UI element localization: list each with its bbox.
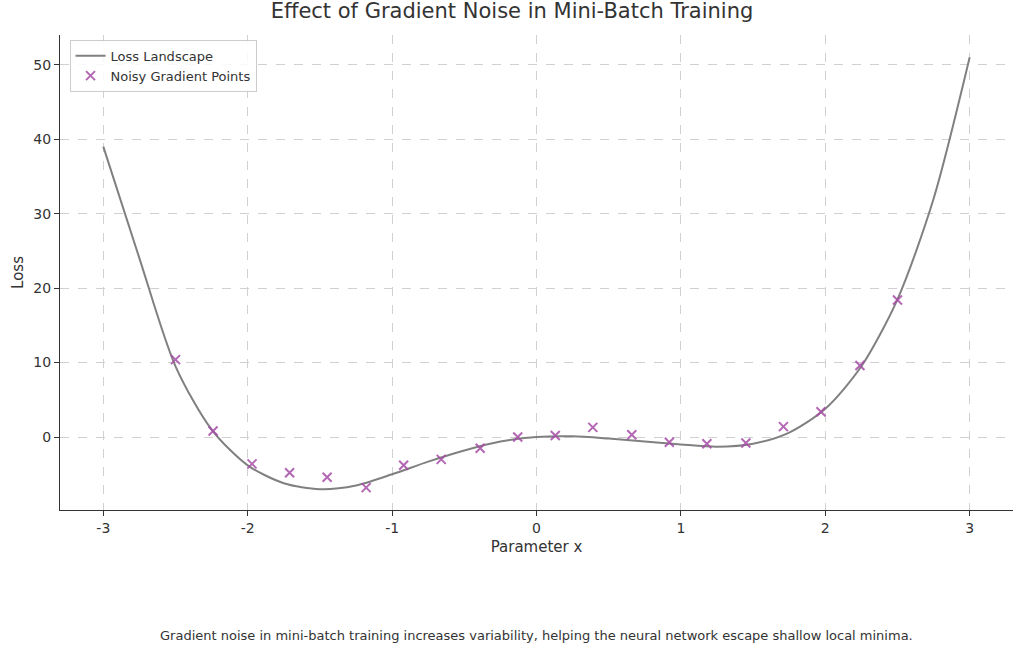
svg-text:-3: -3 [96, 520, 110, 536]
svg-text:-2: -2 [241, 520, 255, 536]
svg-text:1: 1 [676, 520, 685, 536]
svg-text:20: 20 [33, 280, 51, 296]
svg-text:30: 30 [33, 206, 51, 222]
svg-text:3: 3 [965, 520, 974, 536]
svg-text:Noisy Gradient Points: Noisy Gradient Points [111, 69, 251, 84]
svg-text:Gradient noise in mini-batch t: Gradient noise in mini-batch training in… [160, 628, 913, 643]
svg-text:10: 10 [33, 354, 51, 370]
svg-text:Loss Landscape: Loss Landscape [111, 49, 213, 64]
svg-text:40: 40 [33, 131, 51, 147]
svg-text:Parameter x: Parameter x [491, 538, 583, 556]
svg-text:0: 0 [532, 520, 541, 536]
svg-text:0: 0 [42, 429, 51, 445]
svg-text:-1: -1 [385, 520, 399, 536]
svg-text:Loss: Loss [9, 256, 27, 289]
svg-text:50: 50 [33, 57, 51, 73]
svg-text:Effect of Gradient Noise in Mi: Effect of Gradient Noise in Mini-Batch T… [271, 0, 754, 23]
svg-text:2: 2 [821, 520, 830, 536]
